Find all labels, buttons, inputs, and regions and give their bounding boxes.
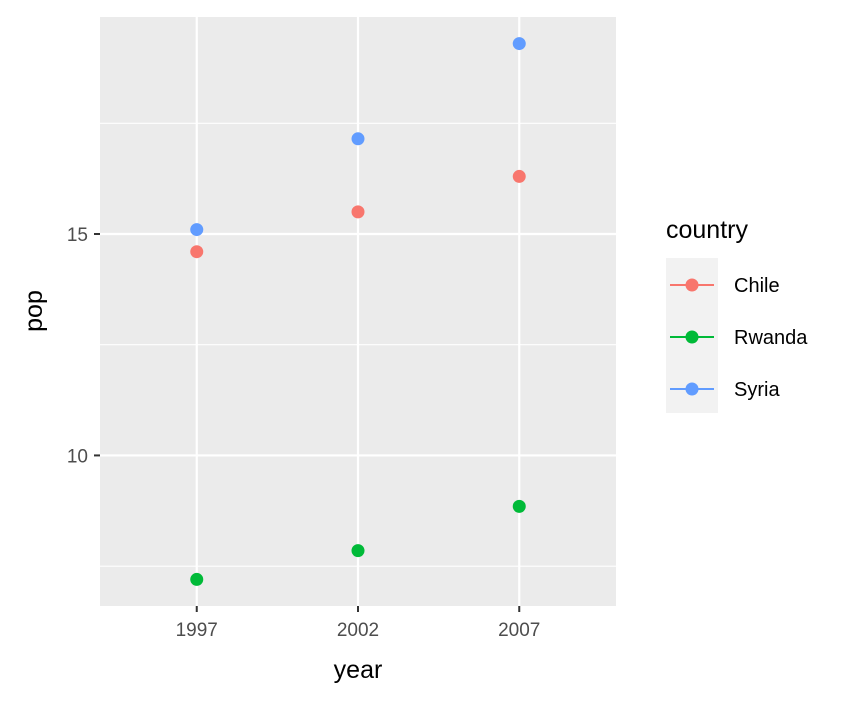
legend-label: Rwanda xyxy=(734,327,808,349)
data-point-rwanda xyxy=(351,544,365,558)
legend-entry-syria: Syria xyxy=(670,379,780,401)
y-axis-title: pop xyxy=(20,290,48,332)
data-point-rwanda xyxy=(190,572,204,586)
y-tick-label: 15 xyxy=(67,225,88,246)
x-tick-label: 2002 xyxy=(337,620,379,641)
legend-label: Syria xyxy=(734,379,780,401)
legend-key-point xyxy=(685,278,699,292)
legend-title: country xyxy=(666,216,748,244)
data-point-rwanda xyxy=(512,499,526,513)
x-axis-title: year xyxy=(334,656,383,684)
y-tick-label: 10 xyxy=(67,446,88,467)
legend-entry-chile: Chile xyxy=(670,275,780,297)
legend-entry-rwanda: Rwanda xyxy=(670,327,808,349)
x-tick-label: 2007 xyxy=(498,620,540,641)
data-point-chile xyxy=(512,169,526,183)
data-point-syria xyxy=(512,37,526,51)
x-axis: 1997 2002 2007 xyxy=(176,606,540,641)
data-point-syria xyxy=(351,132,365,146)
legend-label: Chile xyxy=(734,275,780,297)
data-points xyxy=(190,37,526,586)
data-point-chile xyxy=(190,245,204,259)
x-tick-label: 1997 xyxy=(176,620,218,641)
legend-key-point xyxy=(685,330,699,344)
data-point-chile xyxy=(351,205,365,219)
legend: country Chile Rwanda Syria xyxy=(666,216,808,413)
legend-key-point xyxy=(685,382,699,396)
y-axis: 10 15 xyxy=(67,225,100,467)
data-point-syria xyxy=(190,223,204,237)
